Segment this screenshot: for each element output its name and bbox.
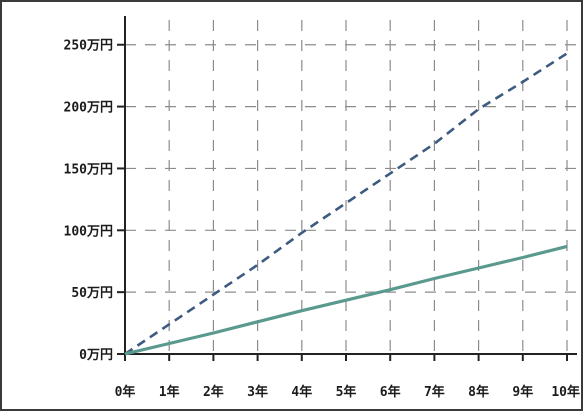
x-tick-label: 3年 — [247, 384, 268, 400]
x-tick-label: 2年 — [203, 384, 224, 400]
x-tick-label: 8年 — [468, 384, 489, 400]
tick-labels: 0万円 50万円 100万円 150万円 200万円 250万円 0年 1年 2年 3年 4年 5年 6… — [64, 39, 580, 400]
x-tick-label: 6年 — [380, 384, 401, 400]
y-tick-label: 150万円 — [64, 162, 113, 177]
x-tick-label: 10年 — [551, 384, 580, 400]
series-layer — [124, 52, 568, 356]
y-tick-label: 250万円 — [64, 39, 113, 54]
x-tick-label: 1年 — [159, 384, 180, 400]
grid — [125, 20, 577, 354]
y-tick-label: 100万円 — [64, 224, 113, 239]
y-tick-label: 200万円 — [64, 101, 113, 116]
x-tick-label: 7年 — [424, 384, 445, 400]
x-tick-label: 4年 — [291, 384, 312, 400]
x-tick-label: 0年 — [115, 384, 136, 400]
y-tick-label: 0万円 — [79, 348, 113, 363]
x-tick-label: 5年 — [336, 384, 357, 400]
series-line-2 — [124, 244, 568, 356]
x-tick-label: 9年 — [512, 384, 533, 400]
y-tick-label: 50万円 — [71, 286, 113, 301]
axes — [117, 16, 577, 361]
